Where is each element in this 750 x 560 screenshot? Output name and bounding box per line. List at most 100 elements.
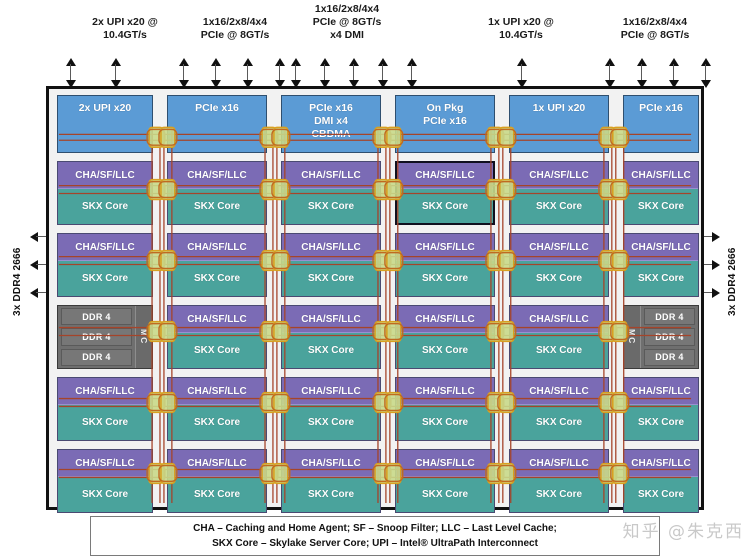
skx-core-label: SKX Core (282, 261, 380, 296)
skx-core-label: SKX Core (396, 261, 494, 296)
core-tile-r3-c2[interactable]: CHA/SF/LLC SKX Core (281, 377, 381, 441)
legend-line-1: CHA – Caching and Home Agent; SF – Snoop… (193, 523, 557, 534)
skx-core-label: SKX Core (510, 477, 608, 512)
core-tile-r4-c0[interactable]: CHA/SF/LLC SKX Core (57, 449, 153, 513)
ddr-channel: DDR 4 (644, 308, 695, 326)
cha-sf-llc-label: CHA/SF/LLC (510, 378, 608, 406)
mc-label: MC (624, 306, 641, 368)
ddr-channel: DDR 4 (644, 348, 695, 366)
skx-core-label: SKX Core (282, 405, 380, 440)
core-tile-r0-c4[interactable]: CHA/SF/LLC SKX Core (509, 161, 609, 225)
core-tile-r4-c4[interactable]: CHA/SF/LLC SKX Core (509, 449, 609, 513)
cha-sf-llc-label: CHA/SF/LLC (510, 234, 608, 262)
ddr-channel: DDR 4 (61, 348, 132, 366)
io-block-line: On Pkg (426, 102, 464, 114)
core-tile-r1-c4[interactable]: CHA/SF/LLC SKX Core (509, 233, 609, 297)
skx-core-label: SKX Core (510, 333, 608, 368)
arrow-group-upi-2x (65, 58, 122, 88)
legend-line-2: SKX Core – Skylake Server Core; UPI – In… (212, 538, 538, 549)
ddr-channel: DDR 4 (61, 308, 132, 326)
core-tile-r1-c5[interactable]: CHA/SF/LLC SKX Core (623, 233, 699, 297)
cha-sf-llc-label: CHA/SF/LLC (397, 163, 493, 190)
cha-sf-llc-label: CHA/SF/LLC (58, 162, 152, 190)
cha-sf-llc-label: CHA/SF/LLC (396, 306, 494, 334)
io-arrow (319, 58, 331, 88)
cha-sf-llc-label: CHA/SF/LLC (282, 234, 380, 262)
cha-sf-llc-label: CHA/SF/LLC (58, 450, 152, 478)
cha-sf-llc-label: CHA/SF/LLC (282, 306, 380, 334)
cha-sf-llc-label: CHA/SF/LLC (510, 306, 608, 334)
io-arrow (406, 58, 418, 88)
io-block-pcie-2[interactable]: PCIe x16 (623, 95, 699, 153)
core-tile-r0-c3[interactable]: CHA/SF/LLC SKX Core (395, 161, 495, 225)
core-tile-r3-c0[interactable]: CHA/SF/LLC SKX Core (57, 377, 153, 441)
core-tile-r3-c5[interactable]: CHA/SF/LLC SKX Core (623, 377, 699, 441)
core-tile-r0-c5[interactable]: CHA/SF/LLC SKX Core (623, 161, 699, 225)
arrow-group-pcie-dmi (290, 58, 418, 88)
skx-core-label: SKX Core (396, 333, 494, 368)
skx-core-label: SKX Core (282, 477, 380, 512)
ddr-channel: DDR 4 (644, 328, 695, 346)
core-tile-r1-c0[interactable]: CHA/SF/LLC SKX Core (57, 233, 153, 297)
core-tile-r2-c1[interactable]: CHA/SF/LLC SKX Core (167, 305, 267, 369)
cha-sf-llc-label: CHA/SF/LLC (624, 378, 698, 406)
core-tile-r1-c3[interactable]: CHA/SF/LLC SKX Core (395, 233, 495, 297)
io-arrow (348, 58, 360, 88)
arrow-group-upi-1x (516, 58, 528, 88)
skx-core-label: SKX Core (282, 333, 380, 368)
core-tile-r3-c4[interactable]: CHA/SF/LLC SKX Core (509, 377, 609, 441)
memory-controller-left[interactable]: DDR 4 DDR 4 DDR 4 MC (57, 305, 153, 369)
watermark: 知乎 @朱克西 (622, 522, 744, 542)
io-block-upi-1x[interactable]: 1x UPI x20 (509, 95, 609, 153)
skx-core-label: SKX Core (624, 189, 698, 224)
io-arrow (377, 58, 389, 88)
core-tile-r4-c2[interactable]: CHA/SF/LLC SKX Core (281, 449, 381, 513)
annotation-label-pcie-dmi: 1x16/2x8/4x4 PCIe @ 8GT/s x4 DMI (312, 3, 382, 41)
cha-sf-llc-label: CHA/SF/LLC (396, 234, 494, 262)
io-block-pcie-1[interactable]: PCIe x16 (167, 95, 267, 153)
skx-core-label: SKX Core (397, 189, 493, 223)
io-block-upi-2x[interactable]: 2x UPI x20 (57, 95, 153, 153)
io-block-line: 1x UPI x20 (532, 102, 586, 114)
core-tile-r3-c3[interactable]: CHA/SF/LLC SKX Core (395, 377, 495, 441)
core-tile-r4-c1[interactable]: CHA/SF/LLC SKX Core (167, 449, 267, 513)
processor-die: 2x UPI x20 PCIe x16 PCIe x16 DMI x4 CBDM… (46, 86, 704, 513)
cha-sf-llc-label: CHA/SF/LLC (624, 234, 698, 262)
io-block-line: CBDMA (311, 128, 351, 140)
core-tile-r2-c4[interactable]: CHA/SF/LLC SKX Core (509, 305, 609, 369)
io-arrow (516, 58, 528, 88)
skx-core-label: SKX Core (396, 405, 494, 440)
cha-sf-llc-label: CHA/SF/LLC (282, 378, 380, 406)
io-block-pcie-dmi-cbdma[interactable]: PCIe x16 DMI x4 CBDMA (281, 95, 381, 153)
core-tile-r4-c3[interactable]: CHA/SF/LLC SKX Core (395, 449, 495, 513)
skx-core-label: SKX Core (58, 189, 152, 224)
cha-sf-llc-label: CHA/SF/LLC (282, 450, 380, 478)
core-tile-r2-c2[interactable]: CHA/SF/LLC SKX Core (281, 305, 381, 369)
core-tile-r4-c5[interactable]: CHA/SF/LLC SKX Core (623, 449, 699, 513)
io-block-line: DMI x4 (314, 115, 348, 127)
skx-core-label: SKX Core (58, 261, 152, 296)
skx-core-label: SKX Core (168, 477, 266, 512)
core-tile-r1-c2[interactable]: CHA/SF/LLC SKX Core (281, 233, 381, 297)
arrow-group-pcie-left (178, 58, 286, 88)
memory-controller-right[interactable]: DDR 4 DDR 4 DDR 4 MC (623, 305, 699, 369)
core-tile-r0-c1[interactable]: CHA/SF/LLC SKX Core (167, 161, 267, 225)
cha-sf-llc-label: CHA/SF/LLC (282, 162, 380, 190)
annotation-label-pcie-right: 1x16/2x8/4x4 PCIe @ 8GT/s (620, 16, 690, 41)
core-tile-r3-c1[interactable]: CHA/SF/LLC SKX Core (167, 377, 267, 441)
cha-sf-llc-label: CHA/SF/LLC (624, 162, 698, 190)
core-tile-r0-c0[interactable]: CHA/SF/LLC SKX Core (57, 161, 153, 225)
io-arrow (242, 58, 254, 88)
skx-core-label: SKX Core (396, 477, 494, 512)
io-block-on-pkg-pcie[interactable]: On Pkg PCIe x16 (395, 95, 495, 153)
io-arrow (178, 58, 190, 88)
core-tile-r2-c3[interactable]: CHA/SF/LLC SKX Core (395, 305, 495, 369)
io-block-line: PCIe x16 (639, 102, 683, 114)
io-arrow (636, 58, 648, 88)
io-arrow (290, 58, 302, 88)
core-tile-r0-c2[interactable]: CHA/SF/LLC SKX Core (281, 161, 381, 225)
cha-sf-llc-label: CHA/SF/LLC (396, 450, 494, 478)
core-tile-r1-c1[interactable]: CHA/SF/LLC SKX Core (167, 233, 267, 297)
annotation-label-upi-1x: 1x UPI x20 @ 10.4GT/s (488, 16, 554, 41)
legend-box: CHA – Caching and Home Agent; SF – Snoop… (90, 516, 660, 556)
